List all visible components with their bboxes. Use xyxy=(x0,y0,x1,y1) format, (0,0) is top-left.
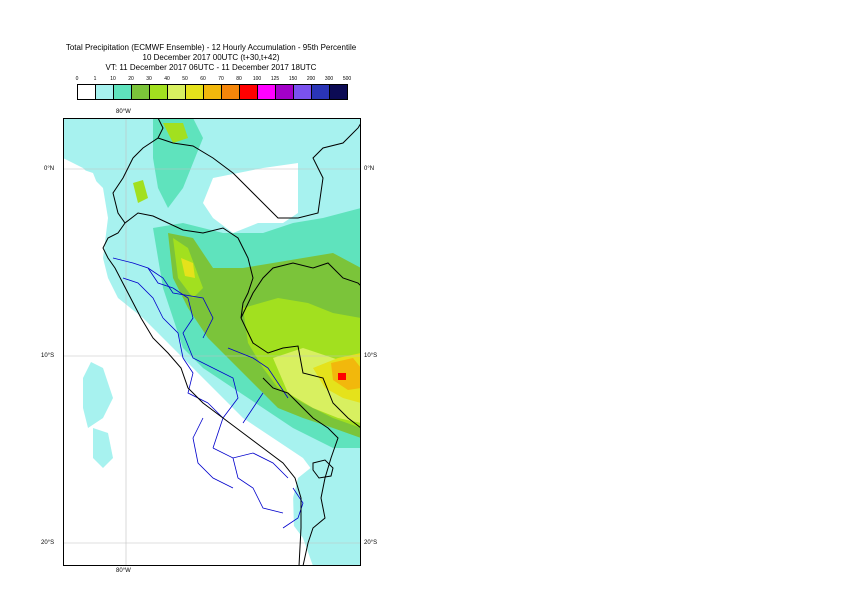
precip-yellow-area xyxy=(181,258,195,278)
legend-tick-label: 70 xyxy=(218,76,224,82)
legend-tick-label: 50 xyxy=(182,76,188,82)
legend-tick-label: 200 xyxy=(306,76,316,82)
right-lat-label: 10°S xyxy=(364,353,378,359)
right-lat-label: 20°S xyxy=(364,540,378,546)
top-lon-label: 80°W xyxy=(116,109,131,115)
dry-area xyxy=(63,408,83,458)
legend-color-box xyxy=(113,84,132,100)
precip-red-area xyxy=(338,373,346,380)
left-lat-label: 0°N xyxy=(44,166,55,172)
legend-color-box xyxy=(329,84,348,100)
precip-light-area xyxy=(93,428,113,468)
ecuador-colombia-border xyxy=(157,122,361,219)
dry-area xyxy=(63,328,93,388)
legend-color-box xyxy=(275,84,294,100)
dry-area xyxy=(203,163,298,233)
legend-tick-label: 500 xyxy=(342,76,352,82)
legend-tick-label: 100 xyxy=(252,76,262,82)
peru-brazil-border-south xyxy=(240,317,361,429)
legend-color-box xyxy=(257,84,276,100)
legend-tick-label: 60 xyxy=(200,76,206,82)
map-frame xyxy=(63,118,361,566)
legend-color-box xyxy=(185,84,204,100)
legend-tick-label: 125 xyxy=(270,76,280,82)
graticule xyxy=(63,118,361,566)
precipitation-map xyxy=(63,118,361,566)
legend-color-box xyxy=(95,84,114,100)
title-line-1: Total Precipitation (ECMWF Ensemble) - 1… xyxy=(65,43,357,52)
legend-color-box xyxy=(293,84,312,100)
legend-tick-label: 80 xyxy=(236,76,242,82)
dry-area xyxy=(63,418,295,566)
peru-brazil-border xyxy=(240,262,361,319)
lake-titicaca xyxy=(312,459,334,479)
precip-light-area xyxy=(288,458,361,566)
left-lat-label: 10°S xyxy=(41,353,55,359)
precip-lime-area xyxy=(133,180,148,203)
legend-color-box xyxy=(131,84,150,100)
legend-tick-label: 0 xyxy=(75,76,79,82)
legend-color-box xyxy=(77,84,96,100)
legend-tick-label: 10 xyxy=(110,76,116,82)
peru-bolivia-border xyxy=(262,377,339,566)
legend-color-box xyxy=(239,84,258,100)
color-legend: 0 1 10 20 30 40 50 60 70 80 100 125 150 200 300 500 xyxy=(75,76,351,102)
legend-tick-label: 150 xyxy=(288,76,298,82)
legend-tick-label: 30 xyxy=(146,76,152,82)
precip-light-area xyxy=(83,358,113,428)
country-borders xyxy=(102,118,361,566)
dry-area xyxy=(63,163,103,278)
legend-tick-label: 300 xyxy=(324,76,334,82)
ecuador-peru-border xyxy=(124,212,254,319)
bottom-lon-label: 80°W xyxy=(116,568,131,574)
title-line-2: 10 December 2017 00UTC (t+30,t+42) xyxy=(142,53,280,62)
left-lat-label: 20°S xyxy=(41,540,55,546)
legend-color-box xyxy=(167,84,186,100)
legend-tick-label: 1 xyxy=(93,76,97,82)
legend-tick-label: 40 xyxy=(164,76,170,82)
precip-fields xyxy=(63,118,361,566)
legend-color-box xyxy=(311,84,330,100)
legend-color-box xyxy=(203,84,222,100)
title-line-3: VT: 11 December 2017 06UTC - 11 December… xyxy=(105,63,317,72)
legend-tick-label: 20 xyxy=(128,76,134,82)
precip-lime-area xyxy=(163,123,188,143)
right-lat-label: 0°N xyxy=(364,166,375,172)
legend-color-box xyxy=(149,84,168,100)
legend-color-box xyxy=(221,84,240,100)
